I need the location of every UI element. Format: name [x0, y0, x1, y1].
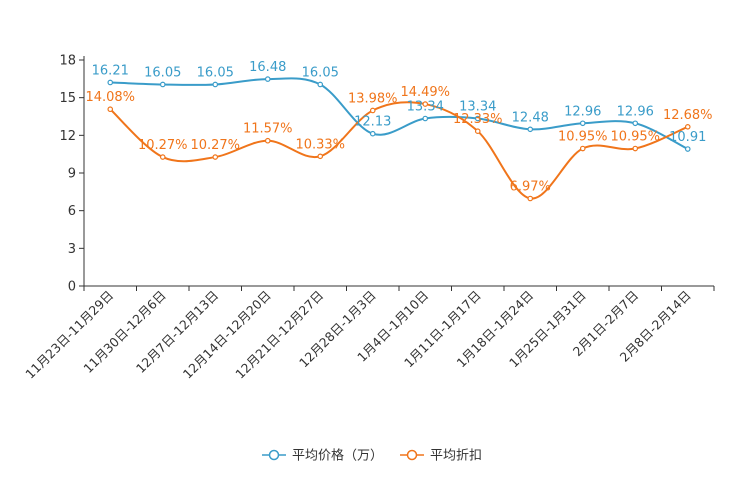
data-label: 10.95%: [558, 130, 608, 145]
legend-marker-icon: [268, 449, 280, 461]
data-label: 16.48: [249, 60, 286, 75]
chart-legend[interactable]: 平均价格（万） 平均折扣: [262, 448, 482, 464]
data-point: [422, 101, 429, 107]
y-tick-label: 12: [59, 129, 76, 144]
data-label: 12.13: [354, 115, 391, 130]
series-line-avg-price: [110, 77, 689, 150]
data-point: [212, 154, 219, 160]
data-label: 6.97%: [510, 179, 551, 194]
data-label: 13.34: [407, 100, 444, 115]
data-label: 16.05: [144, 65, 181, 80]
legend-marker-icon: [406, 449, 418, 461]
data-point: [107, 79, 114, 86]
data-point: [369, 130, 376, 137]
legend-item-avg-discount[interactable]: 平均折扣: [400, 449, 482, 464]
data-label: 14.08%: [85, 90, 135, 105]
data-point: [579, 120, 586, 127]
data-point: [369, 107, 376, 114]
y-tick-label: 9: [68, 167, 76, 182]
y-tick-label: 3: [68, 242, 76, 257]
y-tick-label: 18: [59, 54, 76, 69]
data-label: 12.96: [564, 104, 601, 119]
chart-data-labels: 16.21 16.05 16.05 16.48 16.05 12.13 13.34 13.34…: [85, 60, 712, 194]
data-label: 10.91: [669, 130, 706, 145]
data-label: 16.05: [197, 65, 234, 80]
data-point: [317, 81, 324, 88]
x-tick-label: 11月23日-11月29日: [22, 288, 116, 382]
data-label: 11.57%: [243, 122, 293, 137]
data-label: 16.05: [302, 65, 339, 80]
data-point: [684, 123, 691, 130]
data-label: 10.27%: [190, 138, 240, 153]
data-label: 12.33%: [453, 112, 503, 127]
data-label: 10.33%: [295, 137, 345, 152]
data-label: 14.49%: [400, 85, 450, 100]
data-point: [317, 153, 324, 160]
data-point: [159, 81, 166, 88]
data-point: [527, 195, 534, 202]
data-point: [632, 145, 639, 152]
data-label: 12.48: [512, 110, 549, 125]
data-point: [527, 126, 534, 133]
x-tick-label: 12月14日-12月20日: [180, 288, 274, 382]
data-label: 10.95%: [610, 130, 660, 145]
data-point: [212, 81, 219, 88]
legend-label: 平均折扣: [430, 449, 482, 464]
y-tick-label: 15: [59, 91, 76, 106]
legend-item-avg-price[interactable]: 平均价格（万）: [262, 448, 383, 464]
data-point: [159, 154, 166, 160]
data-label: 16.21: [92, 63, 129, 78]
data-point: [474, 115, 481, 122]
legend-label: 平均价格（万）: [292, 448, 383, 464]
data-label: 13.98%: [348, 91, 398, 106]
data-point: [684, 146, 691, 152]
data-label: 12.68%: [663, 108, 713, 123]
y-tick-label: 0: [68, 280, 76, 295]
data-point: [632, 120, 639, 127]
data-point: [579, 145, 586, 152]
x-tick-label: 12月21日-12月27日: [232, 288, 326, 382]
data-point: [264, 137, 271, 144]
data-point: [107, 106, 114, 113]
data-label: 10.27%: [138, 138, 188, 153]
chart-series: [107, 76, 691, 202]
data-point: [264, 76, 271, 82]
data-label: 12.96: [617, 104, 654, 119]
data-label: 13.34: [459, 100, 496, 115]
y-tick-label: 6: [68, 204, 76, 219]
data-point: [422, 115, 429, 122]
data-point: [474, 128, 481, 134]
